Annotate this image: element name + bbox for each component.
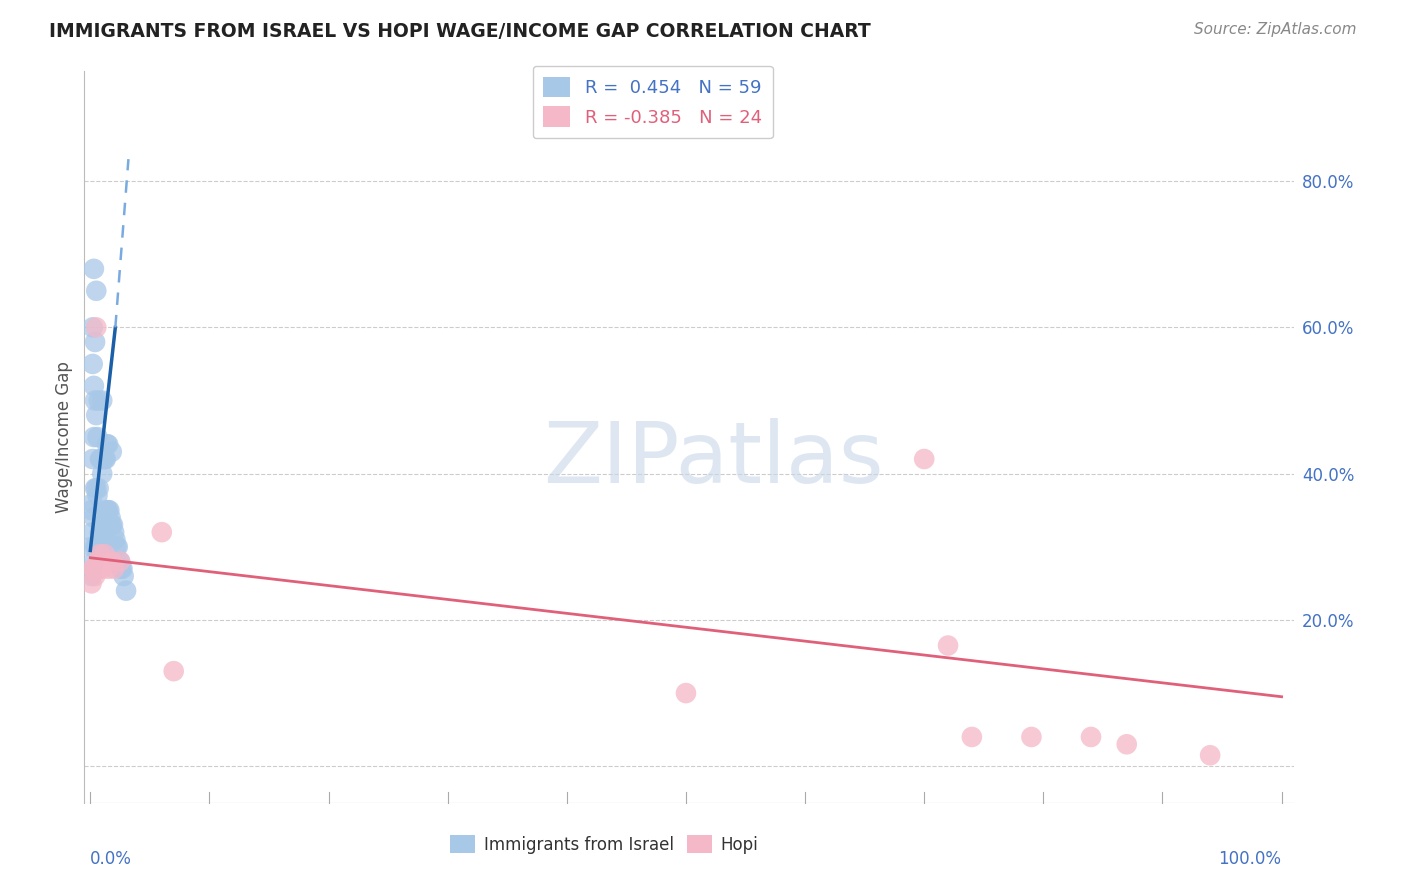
- Point: [84, 320, 107, 334]
- Point: [103, 525, 125, 540]
- Point: [675, 686, 697, 700]
- Point: [82, 452, 104, 467]
- Text: IMMIGRANTS FROM ISRAEL VS HOPI WAGE/INCOME GAP CORRELATION CHART: IMMIGRANTS FROM ISRAEL VS HOPI WAGE/INCO…: [49, 22, 870, 41]
- Point: [80, 503, 103, 517]
- Point: [94, 517, 117, 532]
- Point: [96, 437, 118, 451]
- Point: [97, 437, 120, 451]
- Point: [91, 517, 114, 532]
- Point: [89, 525, 111, 540]
- Point: [93, 525, 115, 540]
- Point: [93, 452, 115, 467]
- Point: [163, 664, 186, 678]
- Point: [105, 540, 128, 554]
- Point: [83, 379, 105, 393]
- Point: [83, 510, 105, 524]
- Point: [84, 540, 107, 554]
- Point: [98, 503, 121, 517]
- Point: [87, 540, 110, 554]
- Point: [83, 562, 105, 576]
- Text: ZIPatlas: ZIPatlas: [543, 417, 883, 500]
- Point: [86, 540, 108, 554]
- Point: [80, 576, 103, 591]
- Point: [84, 334, 107, 349]
- Point: [84, 481, 107, 495]
- Point: [82, 320, 104, 334]
- Point: [82, 357, 104, 371]
- Point: [89, 452, 111, 467]
- Point: [90, 525, 112, 540]
- Y-axis label: Wage/Income Gap: Wage/Income Gap: [55, 361, 73, 513]
- Text: Source: ZipAtlas.com: Source: ZipAtlas.com: [1194, 22, 1357, 37]
- Text: 0.0%: 0.0%: [90, 850, 132, 868]
- Point: [83, 554, 105, 568]
- Point: [960, 730, 983, 744]
- Point: [84, 569, 107, 583]
- Point: [87, 393, 110, 408]
- Point: [84, 393, 107, 408]
- Point: [90, 452, 112, 467]
- Point: [110, 562, 132, 576]
- Point: [93, 452, 115, 467]
- Point: [82, 525, 104, 540]
- Point: [108, 554, 131, 568]
- Point: [1199, 748, 1222, 763]
- Point: [87, 481, 110, 495]
- Point: [112, 569, 135, 583]
- Point: [80, 540, 103, 554]
- Point: [108, 554, 131, 568]
- Point: [912, 452, 935, 467]
- Point: [103, 562, 125, 576]
- Point: [93, 525, 115, 540]
- Point: [87, 554, 110, 568]
- Point: [97, 562, 120, 576]
- Point: [82, 562, 104, 576]
- Legend: Immigrants from Israel, Hopi: Immigrants from Israel, Hopi: [444, 829, 765, 860]
- Point: [80, 569, 103, 583]
- Point: [104, 533, 127, 547]
- Point: [84, 540, 107, 554]
- Point: [1021, 730, 1043, 744]
- Point: [107, 540, 129, 554]
- Point: [96, 503, 118, 517]
- Point: [115, 583, 138, 598]
- Point: [91, 562, 114, 576]
- Point: [83, 261, 105, 276]
- Point: [150, 525, 173, 540]
- Point: [100, 510, 122, 524]
- Point: [100, 517, 122, 532]
- Point: [86, 430, 108, 444]
- Point: [86, 562, 108, 576]
- Point: [108, 554, 131, 568]
- Point: [91, 393, 114, 408]
- Point: [84, 408, 107, 422]
- Point: [89, 547, 111, 561]
- Point: [101, 517, 124, 532]
- Point: [936, 639, 959, 653]
- Point: [83, 430, 105, 444]
- Point: [111, 562, 134, 576]
- Point: [91, 467, 114, 481]
- Text: 100.0%: 100.0%: [1219, 850, 1282, 868]
- Point: [100, 444, 122, 458]
- Point: [84, 481, 107, 495]
- Point: [84, 284, 107, 298]
- Point: [100, 554, 122, 568]
- Point: [94, 452, 117, 467]
- Point: [97, 503, 120, 517]
- Point: [1115, 737, 1137, 751]
- Point: [82, 496, 104, 510]
- Point: [1080, 730, 1102, 744]
- Point: [86, 489, 108, 503]
- Point: [93, 547, 115, 561]
